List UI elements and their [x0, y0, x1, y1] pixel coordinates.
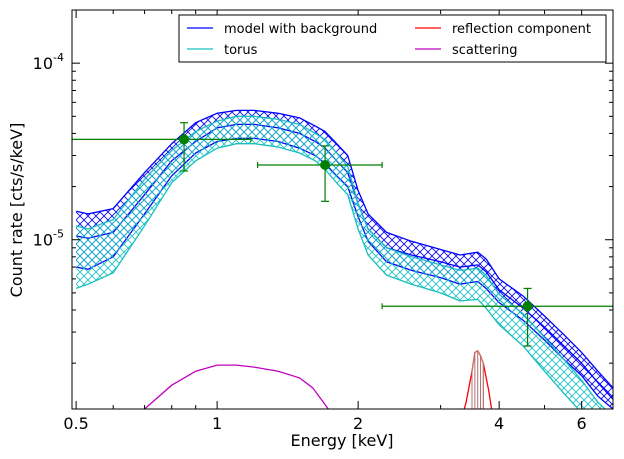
data-point-3 — [522, 301, 533, 312]
legend-label-scattering: scattering — [452, 43, 518, 58]
x-tick-label: 1 — [212, 414, 222, 433]
torus-upper-line — [75, 115, 607, 409]
legend-box — [178, 14, 607, 63]
data-point-1 — [179, 134, 190, 145]
legend-label-reflection-component: reflection component — [452, 22, 591, 37]
x-tick-label: 2 — [353, 414, 363, 433]
x-tick-label: 6 — [577, 414, 587, 433]
model-band — [76, 110, 613, 409]
legend-label-torus: torus — [224, 43, 258, 58]
torus-lower-line — [75, 143, 580, 409]
model-upper-line — [75, 109, 613, 389]
y-tick-label: 10-5 — [33, 228, 64, 250]
y-tick-label: 10-4 — [33, 51, 64, 73]
x-axis-label: Energy [keV] — [290, 431, 393, 450]
data-point-2 — [320, 159, 331, 170]
scattering-line — [144, 364, 330, 409]
y-axis-label: Count rate [cts/s/keV] — [7, 123, 26, 298]
x-tick-label: 4 — [494, 414, 504, 433]
legend-label-model-with-background: model with background — [224, 22, 377, 37]
legend: model with background reflection componen… — [178, 14, 607, 63]
reflection-line — [463, 349, 493, 409]
plot-frame — [71, 9, 614, 410]
x-tick-label: 0.5 — [63, 414, 88, 433]
